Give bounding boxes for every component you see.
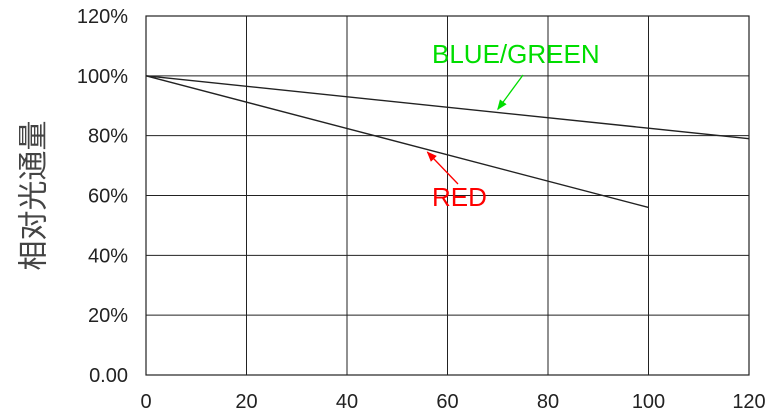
annotation-label-red: RED [432,182,487,212]
y-axis-label: 相对光通量 [17,121,52,271]
y-tick-label: 0.00 [89,365,128,387]
x-tick-label: 120 [732,391,765,413]
series-group [145,75,750,209]
x-tick-label: 40 [336,391,358,413]
y-tick-label: 100% [77,66,128,88]
y-axis-ticks: 0.00 20% 40% 60% 80% 100% 120% [77,6,128,387]
y-tick-label: 60% [88,186,128,208]
x-axis-ticks: 0 20 40 60 80 100 120 [140,391,765,413]
y-tick-label: 120% [77,6,128,28]
y-tick-label: 40% [88,245,128,267]
annotation-arrow-red [426,151,459,185]
x-tick-label: 20 [235,391,257,413]
x-tick-label: 80 [537,391,559,413]
series-line-red [145,75,649,209]
series-line-blue-green [145,75,750,140]
annotation-label-blue-green: BLUE/GREEN [432,39,600,69]
plot-frame [145,15,750,376]
y-tick-label: 80% [88,126,128,148]
annotation-arrow-blue-green [497,74,524,111]
x-tick-label: 100 [632,391,665,413]
y-tick-label: 20% [88,305,128,327]
x-tick-label: 0 [140,391,151,413]
x-tick-label: 60 [436,391,458,413]
annotations: BLUE/GREEN RED [426,39,600,212]
